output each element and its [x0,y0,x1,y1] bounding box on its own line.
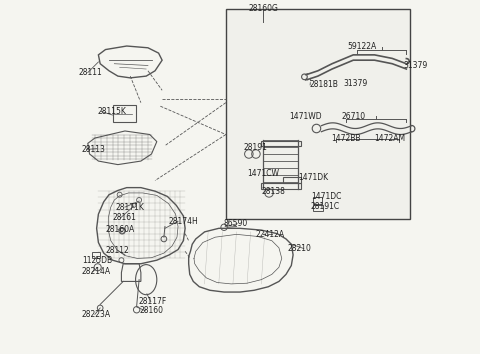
Text: 28214A: 28214A [82,267,110,276]
Text: 31379: 31379 [404,61,428,70]
Text: 28191C: 28191C [311,201,340,211]
Text: 28117F: 28117F [138,297,166,306]
Text: 22412A: 22412A [256,230,285,239]
Text: 28161: 28161 [112,213,136,222]
Text: 28181B: 28181B [309,80,338,89]
Text: 1471DK: 1471DK [299,173,328,182]
Text: 28112: 28112 [106,246,129,255]
Text: 1471WD: 1471WD [289,112,322,121]
Text: 28171K: 28171K [115,202,144,212]
Text: 86590: 86590 [223,219,247,228]
Text: 59122A: 59122A [348,42,377,51]
Text: 28160: 28160 [139,306,163,315]
Text: 28111: 28111 [79,68,103,77]
Text: 28115K: 28115K [98,107,127,116]
Text: 28223A: 28223A [82,310,110,319]
Text: 28191: 28191 [243,143,267,153]
Text: 28138: 28138 [261,187,285,196]
Text: 1472BB: 1472BB [331,133,361,143]
Text: 28160A: 28160A [106,225,135,234]
Text: 1472AM: 1472AM [374,133,405,143]
Text: 1471CW: 1471CW [247,169,279,178]
Text: 28174H: 28174H [168,217,198,226]
Text: 1125DB: 1125DB [82,256,112,266]
Text: 28160G: 28160G [248,4,278,13]
Text: 28113: 28113 [82,145,105,154]
FancyBboxPatch shape [226,9,410,219]
Text: 26710: 26710 [341,112,365,121]
Text: 1471DC: 1471DC [311,192,341,201]
Text: 31379: 31379 [344,79,368,88]
Text: 28210: 28210 [288,244,312,253]
